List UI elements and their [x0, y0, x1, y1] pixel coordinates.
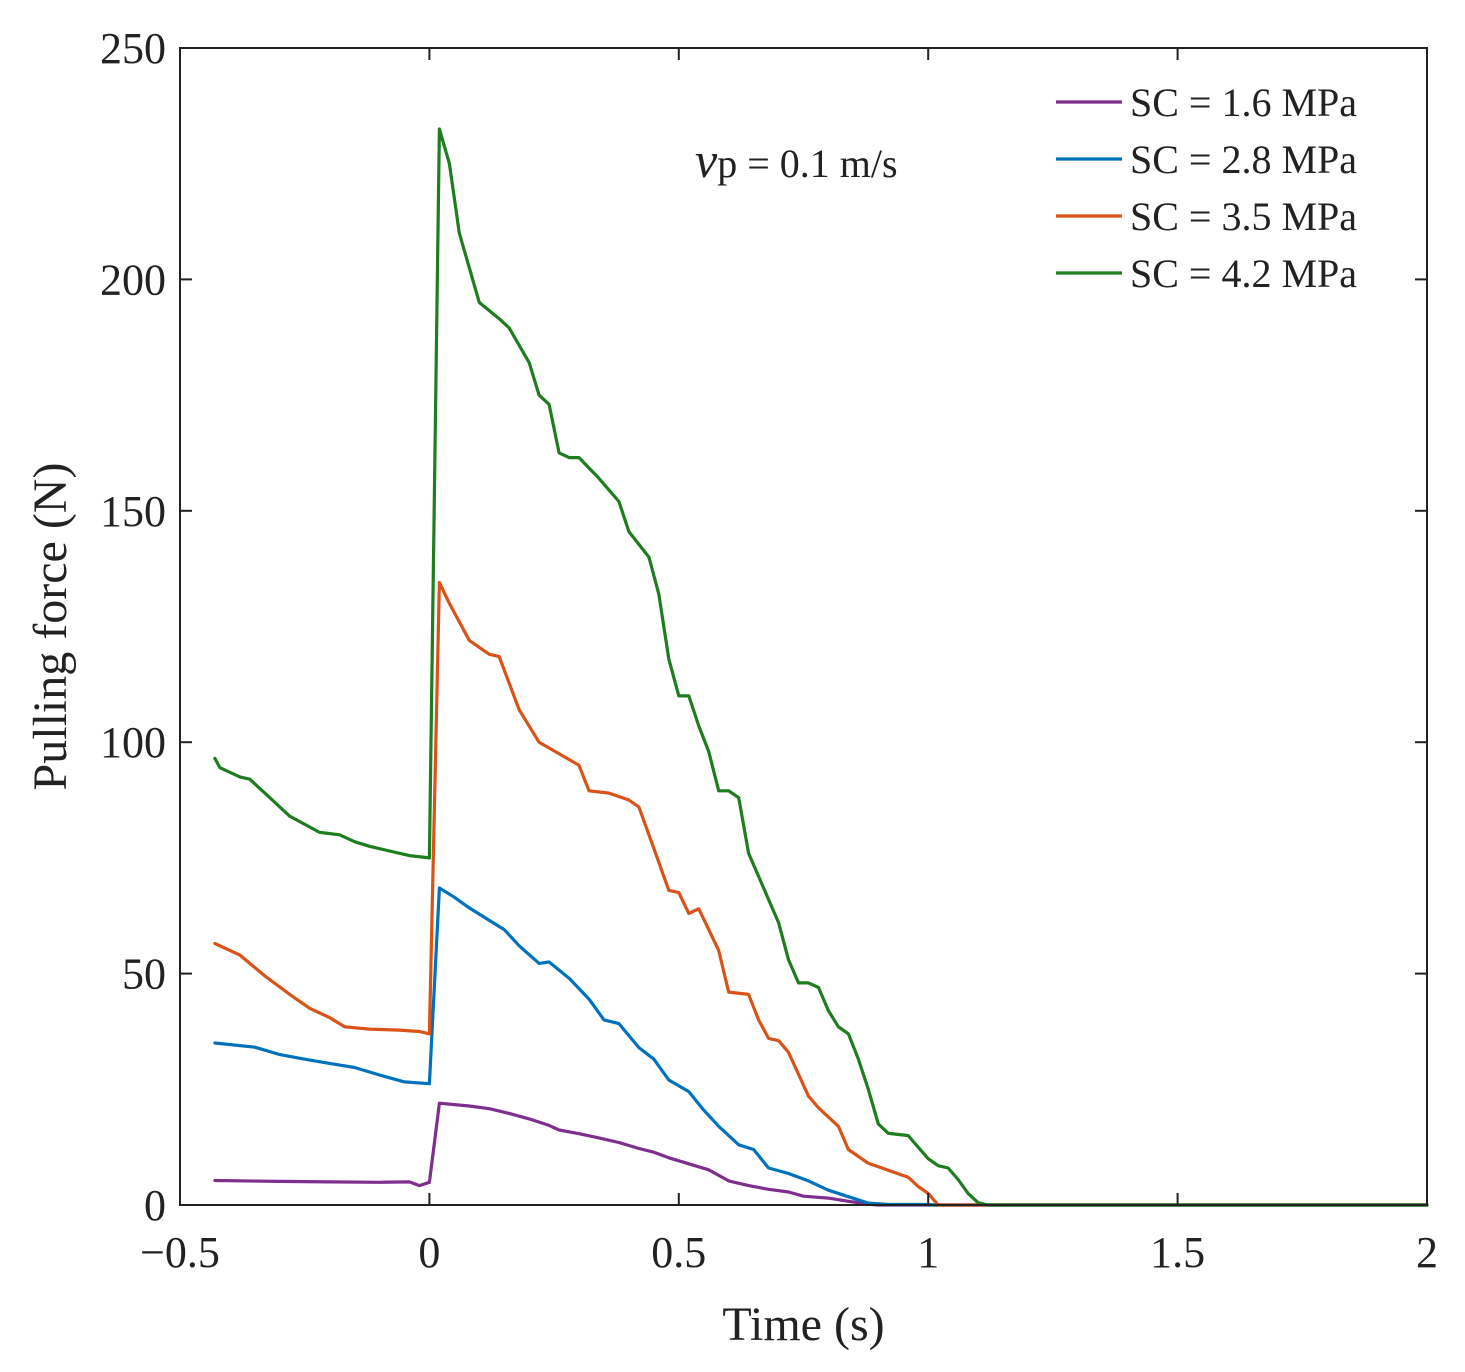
annotation-text: = 0.1 m/s	[737, 141, 897, 186]
y-tick-label: 50	[122, 950, 166, 999]
x-tick-label: 0.5	[651, 1228, 706, 1277]
y-tick-label: 0	[144, 1181, 166, 1230]
x-tick-label: 2	[1416, 1228, 1438, 1277]
y-axis-title: Pulling force (N)	[24, 463, 77, 791]
series-layer	[213, 127, 1429, 1207]
legend-label-2: SC = 2.8 MPa	[1130, 137, 1357, 182]
x-tick-label: 1	[917, 1228, 939, 1277]
legend-label-1: SC = 1.6 MPa	[1130, 80, 1357, 125]
velocity-annotation: vp = 0.1 m/s	[695, 132, 898, 188]
series-line-3	[213, 580, 1429, 1207]
svg-text:vp = 0.1 m/s: vp = 0.1 m/s	[695, 132, 898, 188]
annotation-subscript: p	[717, 141, 737, 186]
x-tick-label: 0	[418, 1228, 440, 1277]
y-tick-label: 150	[100, 487, 166, 536]
legend-label-4: SC = 4.2 MPa	[1130, 251, 1357, 296]
legend: SC = 1.6 MPa SC = 2.8 MPa SC = 3.5 MPa SC =…	[1056, 80, 1357, 296]
x-tick-label: 1.5	[1150, 1228, 1205, 1277]
x-axis-title: Time (s)	[722, 1298, 884, 1351]
series-line-2	[213, 886, 1429, 1207]
legend-label-3: SC = 3.5 MPa	[1130, 194, 1357, 239]
y-tick-label: 100	[100, 718, 166, 767]
series-line-4	[213, 127, 1429, 1207]
series-line-1	[213, 1101, 1429, 1207]
annotation-symbol: v	[695, 132, 718, 188]
plot-frame	[179, 47, 1428, 1206]
y-tick-label: 250	[100, 24, 166, 73]
y-tick-label: 200	[100, 255, 166, 304]
x-tick-label: −0.5	[140, 1228, 220, 1277]
